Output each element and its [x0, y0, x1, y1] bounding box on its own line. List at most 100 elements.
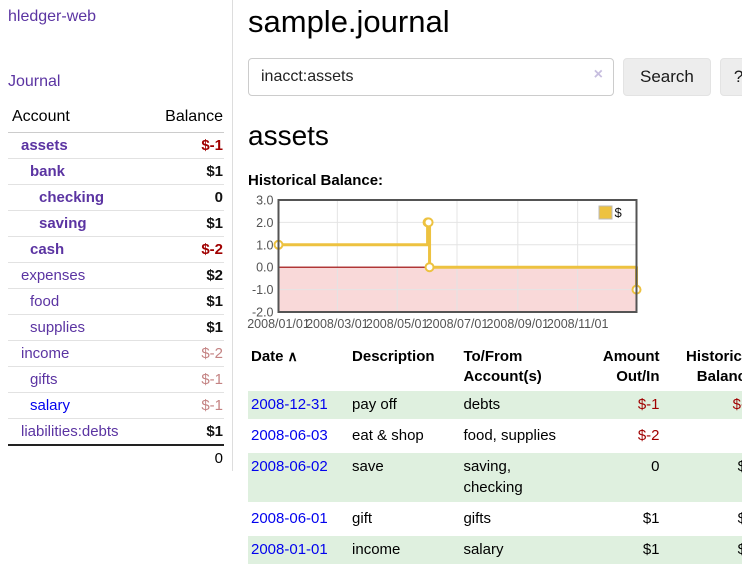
- register-header-date[interactable]: Date ∧: [248, 345, 349, 388]
- accounts-table: Account Balance assets $-1 bank $1 checking 0…: [8, 106, 224, 471]
- account-name-cell: saving: [8, 210, 147, 237]
- register-header-balance: Historical Balance: [663, 345, 742, 388]
- transaction-date-cell: 2008-01-01: [248, 535, 350, 564]
- accounts-total-spacer: [8, 444, 147, 471]
- accounts-header-account: Account: [8, 106, 147, 133]
- register-table: Date ∧ Description To/From Account(s) Amo…: [248, 342, 742, 567]
- sort-ascending-icon: ∧: [287, 348, 298, 364]
- table-row: 2008-06-03 eat & shop food, supplies $-20: [248, 422, 742, 450]
- search-button[interactable]: Search: [623, 58, 711, 96]
- account-balance: $1: [146, 418, 224, 445]
- y-axis-tick-label: -2.0: [252, 306, 274, 320]
- account-balance: $2: [146, 262, 224, 289]
- account-name-cell: assets: [8, 133, 146, 159]
- accounts-header-line1: To/From: [463, 348, 523, 365]
- clear-search-icon[interactable]: ×: [593, 66, 603, 83]
- account-balance: $-1: [146, 366, 224, 393]
- account-link[interactable]: income: [21, 345, 70, 362]
- transaction-date-link[interactable]: 2008-01-01: [251, 540, 328, 558]
- register-header-row: Date ∧ Description To/From Account(s) Amo…: [248, 345, 742, 388]
- account-link[interactable]: salary: [30, 397, 71, 414]
- account-row: salary $-1: [8, 392, 224, 419]
- accounts-header-line2: Account(s): [463, 367, 542, 385]
- accounts-header-balance: Balance: [146, 106, 224, 133]
- account-row: checking 0: [8, 184, 224, 211]
- transaction-description: save: [349, 452, 461, 502]
- transaction-description: gift: [352, 510, 373, 527]
- account-link[interactable]: checking: [39, 189, 105, 206]
- historical-balance-chart: 3.0 2.0 1.0 0.0 -1.0 -2.02008/01/012008/03/01…: [247, 194, 642, 331]
- transaction-date-link[interactable]: 2008-06-02: [251, 457, 328, 475]
- balance-header-line2: Balance: [696, 367, 742, 385]
- account-link[interactable]: saving: [39, 215, 87, 232]
- sidebar: hledger-web Journal Account Balance asse…: [0, 0, 233, 471]
- legend-label: $: [615, 205, 623, 220]
- transaction-balance: $-1: [662, 391, 742, 419]
- transaction-amount: $-1: [575, 391, 663, 419]
- help-button[interactable]: ?: [719, 58, 742, 96]
- account-link[interactable]: supplies: [30, 319, 86, 336]
- register-header-amount: Amount Out/In: [575, 345, 662, 388]
- account-name-cell: liabilities:debts: [8, 418, 147, 445]
- chart-border: [277, 199, 638, 313]
- transaction-description: pay off: [349, 391, 461, 419]
- register-header-description: Description: [349, 345, 460, 388]
- account-name-cell: income: [8, 340, 147, 367]
- description-header-label: Description: [352, 348, 435, 365]
- date-header-label: Date: [251, 348, 284, 365]
- account-balance: $-1: [146, 392, 224, 419]
- x-axis-tick-label: 2008/03/01: [306, 317, 369, 331]
- account-link[interactable]: cash: [30, 241, 65, 258]
- transaction-balance: 0: [663, 422, 742, 450]
- account-link[interactable]: expenses: [21, 267, 86, 284]
- transaction-balance: $2: [737, 510, 742, 527]
- account-name-cell: bank: [8, 158, 147, 185]
- y-axis-tick-label: 2.0: [256, 216, 273, 230]
- transaction-description: income: [349, 535, 461, 564]
- search-input[interactable]: [248, 58, 614, 96]
- transaction-date-link[interactable]: 2008-06-03: [251, 426, 328, 444]
- transaction-accounts: debts: [460, 391, 576, 419]
- transaction-date-cell: 2008-06-02: [248, 452, 350, 502]
- account-name-cell: gifts: [8, 366, 147, 393]
- account-balance: 0: [146, 184, 224, 211]
- account-row: expenses $2: [8, 262, 224, 289]
- amount-header-line2: Out/In: [616, 367, 660, 385]
- y-axis-tick-label: 0.0: [256, 261, 273, 275]
- main-content: sample.journal × Search ? assets Histori…: [233, 0, 742, 567]
- account-link[interactable]: assets: [21, 137, 68, 154]
- y-axis-tick-label: 3.0: [256, 194, 273, 208]
- transaction-date-link[interactable]: 2008-06-01: [251, 510, 328, 527]
- sidebar-item-journal[interactable]: Journal: [8, 73, 61, 90]
- account-name-cell: cash: [8, 236, 147, 263]
- transaction-date-cell: 2008-06-01: [248, 505, 349, 533]
- x-axis-tick-label: 2008/11/01: [547, 317, 609, 331]
- chart-title: Historical Balance:: [248, 172, 384, 189]
- account-balance: $1: [146, 314, 224, 341]
- transaction-balance: $1: [662, 535, 742, 564]
- legend-swatch-icon: [598, 205, 613, 220]
- account-balance: $1: [146, 158, 224, 185]
- account-row: food $1: [8, 288, 224, 315]
- accounts-header-row: Account Balance: [8, 106, 224, 133]
- account-heading: assets: [248, 120, 329, 151]
- account-link[interactable]: liabilities:debts: [21, 423, 119, 440]
- account-link[interactable]: bank: [30, 163, 66, 180]
- balance-header-line1: Historical: [685, 348, 742, 365]
- account-name-cell: checking: [8, 184, 147, 211]
- x-axis-tick-label: 2008/09/01: [487, 317, 550, 331]
- data-point-marker: [423, 217, 434, 228]
- app-title-link[interactable]: hledger-web: [8, 8, 97, 25]
- account-row: assets $-1: [8, 133, 224, 159]
- table-row: 2008-06-01 gift gifts $1 $2: [248, 505, 742, 533]
- account-balance: $1: [146, 288, 224, 315]
- account-link[interactable]: gifts: [30, 371, 58, 388]
- transaction-date-link[interactable]: 2008-12-31: [251, 396, 328, 413]
- account-row: liabilities:debts $1: [8, 418, 224, 445]
- transaction-amount: $1: [642, 510, 660, 527]
- y-axis-tick-label: -1.0: [252, 283, 274, 297]
- account-name-cell: supplies: [8, 314, 147, 341]
- account-link[interactable]: food: [30, 293, 60, 310]
- account-row: income $-2: [8, 340, 224, 367]
